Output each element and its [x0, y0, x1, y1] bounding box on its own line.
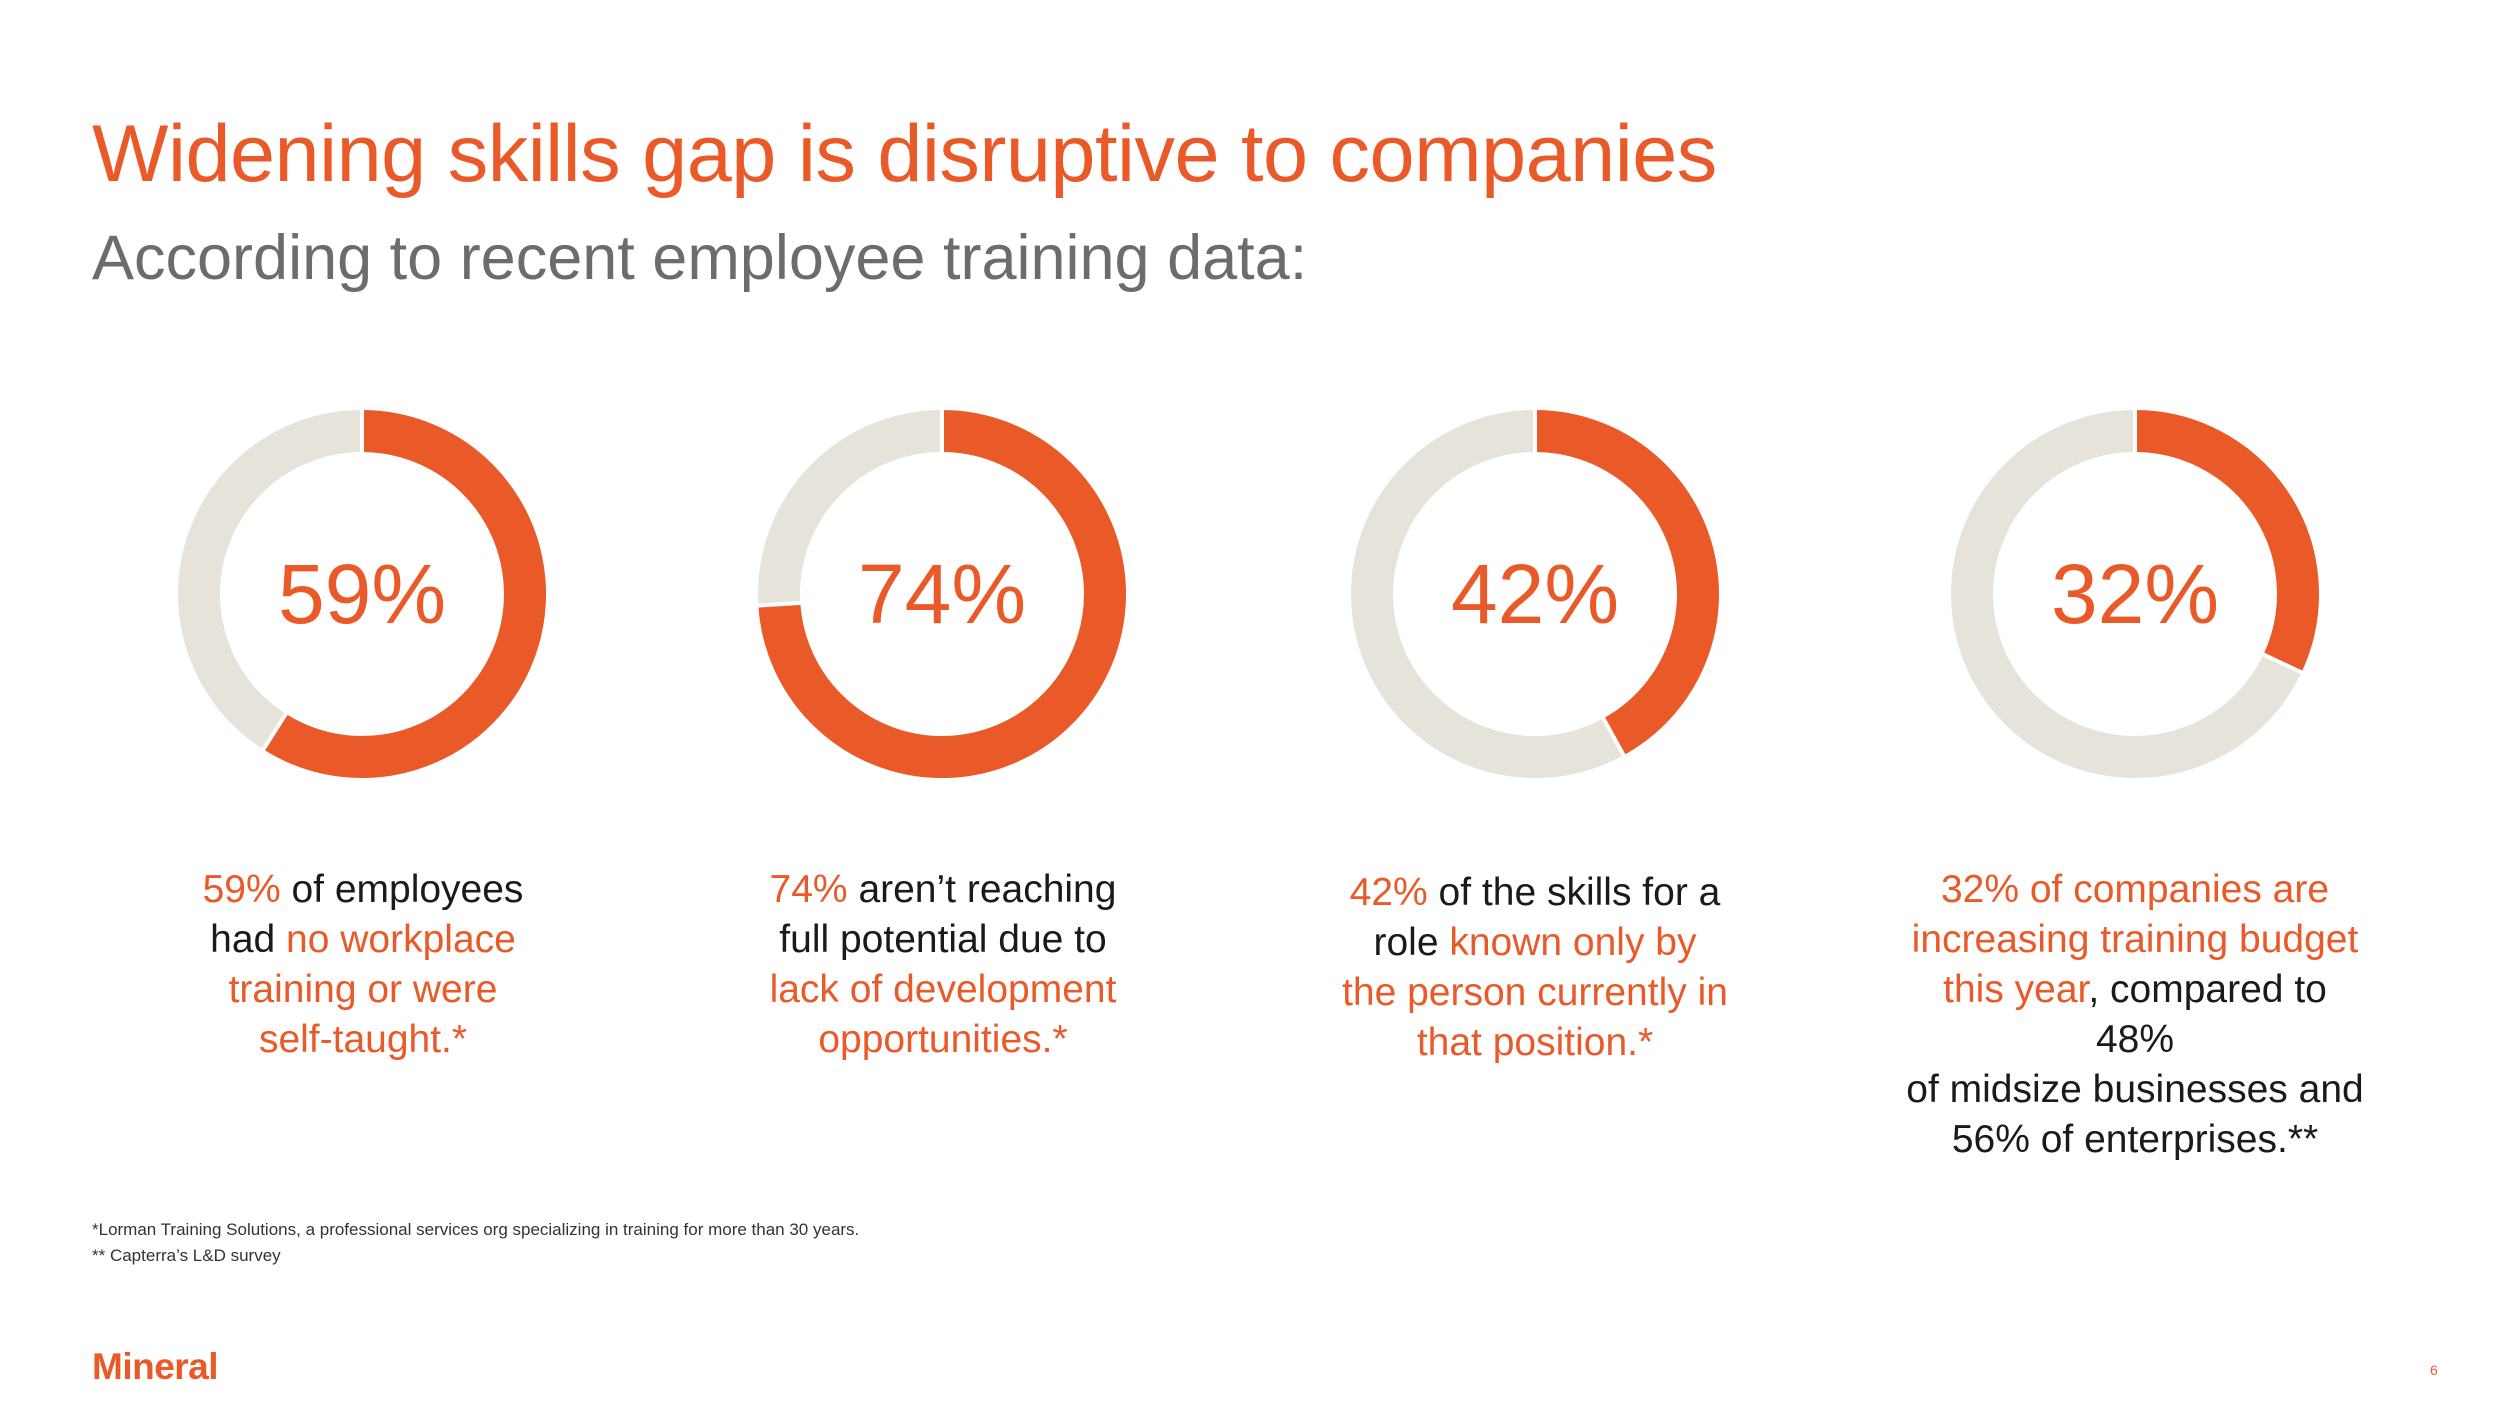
caption-line: of midsize businesses and	[1900, 1065, 2370, 1115]
caption-highlight-text: self-taught.*	[258, 1018, 468, 1061]
caption-line: 32% of companies are	[1900, 865, 2370, 915]
slide-subtitle: According to recent employee training da…	[92, 223, 1308, 293]
donut-chart-1: 59%	[172, 404, 552, 784]
donut-value-label: 59%	[277, 546, 447, 641]
donut-svg	[1351, 409, 1719, 778]
caption-line: this year, compared to 48%	[1900, 965, 2370, 1065]
caption-line: 56% of enterprises.**	[1900, 1115, 2370, 1165]
caption-text: , compared to 48%	[2088, 968, 2327, 1061]
page-number: 6	[2430, 1362, 2438, 1378]
caption-line: self-taught.*	[128, 1015, 598, 1065]
caption-highlight-text: training or were	[228, 968, 498, 1011]
slide-title: Widening skills gap is disruptive to com…	[92, 109, 1717, 199]
caption-highlight-text: that position.*	[1416, 1021, 1654, 1064]
caption-text: 56% of enterprises.**	[1951, 1118, 2319, 1161]
donut-svg	[757, 409, 1126, 778]
caption-line: that position.*	[1300, 1018, 1770, 1068]
donut-value-arc	[263, 410, 546, 778]
caption-line: opportunities.*	[708, 1015, 1178, 1065]
caption-line: had no workplace	[128, 915, 598, 965]
caption-line: the person currently in	[1300, 968, 1770, 1018]
caption-highlight-text: lack of development	[769, 968, 1117, 1011]
caption-text: of the skills for a	[1427, 871, 1721, 914]
caption-line: 42% of the skills for a	[1300, 868, 1770, 918]
caption-text: of employees	[280, 868, 524, 911]
caption-highlight-text: increasing training budget	[1911, 918, 2359, 961]
caption-text: of midsize businesses and	[1906, 1068, 2364, 1111]
caption-line: lack of development	[708, 965, 1178, 1015]
caption-highlight-text: 74%	[769, 868, 848, 911]
caption-line: increasing training budget	[1900, 915, 2370, 965]
caption-highlight-text: 59%	[202, 868, 281, 911]
caption-text: aren’t reaching	[847, 868, 1117, 911]
caption-highlight-text: this year	[1943, 968, 2089, 1011]
donut-chart-4: 32%	[1945, 404, 2325, 784]
footnote-capterra: ** Capterra’s L&D survey	[92, 1246, 281, 1265]
donut-value-arc	[1534, 410, 1719, 756]
stat-caption-1: 59% of employees had no workplace training…	[128, 865, 598, 1065]
caption-highlight-text: 32% of companies are	[1940, 868, 2330, 911]
donut-value-label: 32%	[2050, 546, 2220, 641]
donut-svg	[1951, 409, 2319, 778]
footnote-lorman: *Lorman Training Solutions, a profession…	[92, 1220, 860, 1239]
caption-text: full potential due to	[779, 918, 1107, 961]
stat-caption-2: 74% aren’t reaching full potential due to…	[708, 865, 1178, 1065]
mineral-logo: Mineral	[92, 1346, 219, 1387]
donut-svg	[178, 409, 546, 778]
caption-highlight-text: 42%	[1349, 871, 1428, 914]
donut-chart-2: 74%	[752, 404, 1132, 784]
caption-highlight-text: known only by	[1449, 921, 1697, 964]
caption-line: 74% aren’t reaching	[708, 865, 1178, 915]
caption-text: role	[1373, 921, 1450, 964]
donut-segment-separator	[1601, 716, 1626, 758]
caption-highlight-text: no workplace	[286, 918, 516, 961]
caption-line: role known only by	[1300, 918, 1770, 968]
caption-line: full potential due to	[708, 915, 1178, 965]
donut-segment-separator	[2261, 652, 2304, 675]
donut-value-arc	[2134, 410, 2319, 673]
caption-line: training or were	[128, 965, 598, 1015]
donut-segment-separator	[261, 711, 289, 752]
donut-value-label: 74%	[857, 546, 1027, 641]
donut-value-arc	[758, 410, 1126, 778]
donut-segment-separator	[757, 600, 802, 608]
caption-text: had	[210, 918, 287, 961]
caption-line: 59% of employees	[128, 865, 598, 915]
caption-highlight-text: the person currently in	[1342, 971, 1728, 1014]
donut-chart-3: 42%	[1345, 404, 1725, 784]
caption-highlight-text: opportunities.*	[818, 1018, 1068, 1061]
donut-value-label: 42%	[1450, 546, 1620, 641]
stat-caption-3: 42% of the skills for a role known only b…	[1300, 868, 1770, 1068]
stat-caption-4: 32% of companies are increasing training …	[1900, 865, 2370, 1165]
